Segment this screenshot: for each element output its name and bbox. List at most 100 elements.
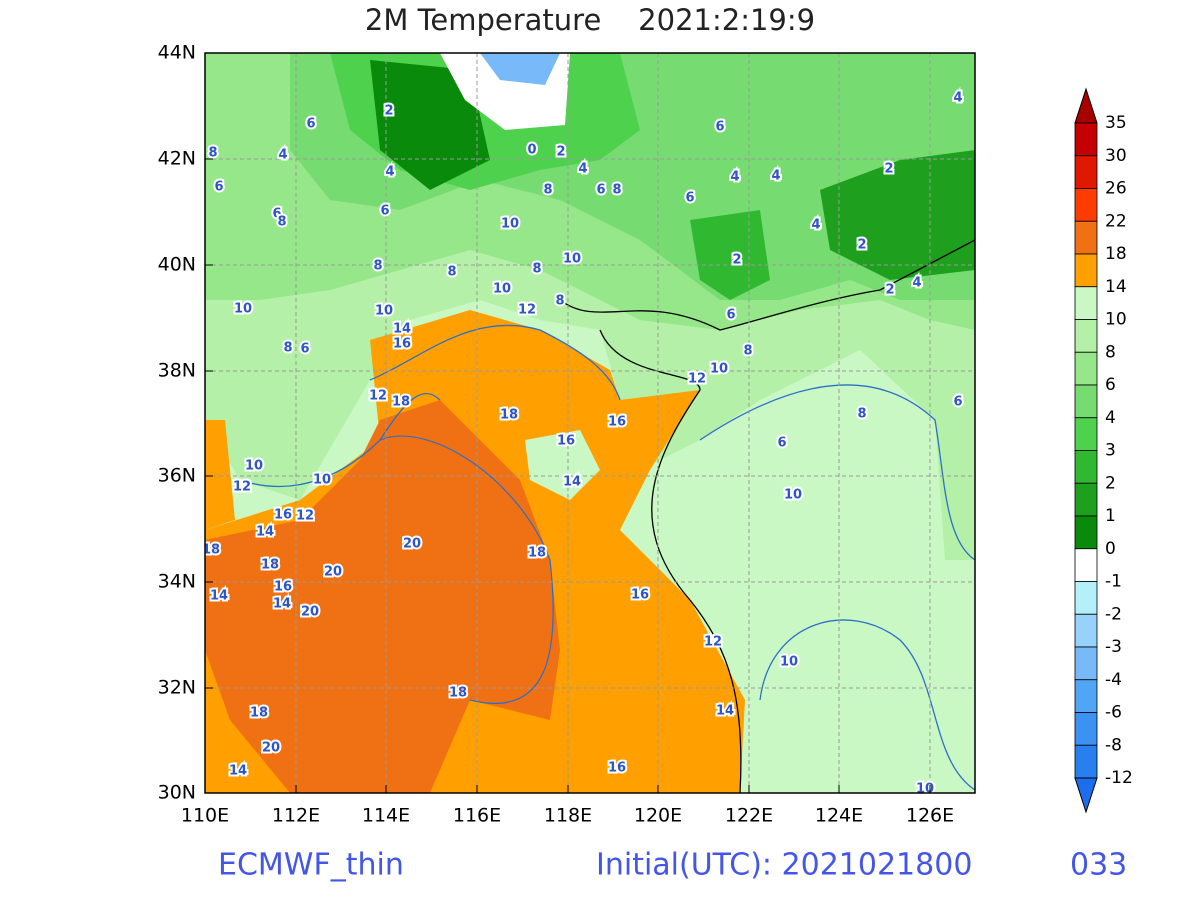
contour-label: 16 <box>557 434 575 449</box>
contour-line <box>759 619 975 791</box>
contour-label: 10 <box>375 304 393 319</box>
y-tick-label: 40N <box>158 254 196 276</box>
contour-label: 6 <box>272 207 281 222</box>
contour-label: 10 <box>710 362 728 377</box>
contour-label: 16 <box>608 415 626 430</box>
contour-label: 10 <box>245 459 263 474</box>
contour-label: 14 <box>273 597 291 612</box>
x-tick-label: 126E <box>906 805 954 827</box>
colorbar-bin <box>1074 712 1098 746</box>
x-tick-label: 122E <box>725 805 773 827</box>
y-tick-label: 32N <box>158 677 196 699</box>
colorbar-bin <box>1074 548 1098 582</box>
colorbar-bin <box>1074 155 1098 189</box>
field-neg-3 <box>480 53 560 85</box>
contour-label: 6 <box>380 204 389 219</box>
coastline <box>559 239 975 331</box>
contour-line <box>239 393 441 488</box>
colorbar-label: 35 <box>1105 113 1127 133</box>
y-tick-label: 44N <box>158 42 196 64</box>
contour-label: 14 <box>393 322 411 337</box>
colorbar-label: 30 <box>1105 146 1127 166</box>
colorbar-label: 8 <box>1105 342 1116 362</box>
contour-label: 6 <box>777 436 786 451</box>
y-tick-label: 38N <box>158 360 196 382</box>
contour-label: 16 <box>631 588 649 603</box>
forecast-hour: 033 <box>1070 848 1127 883</box>
contour-label: 6 <box>306 117 315 132</box>
contour-label: 6 <box>300 342 309 357</box>
contour-label: 14 <box>229 764 247 779</box>
contour-label: 4 <box>278 148 287 163</box>
field-18-22 <box>205 400 560 793</box>
contour-label: 8 <box>447 265 456 280</box>
colorbar-label: 3 <box>1105 441 1116 461</box>
contour-label: 2 <box>384 104 393 119</box>
contour-label: 20 <box>301 605 319 620</box>
contour-line <box>369 324 621 401</box>
field-2-3 <box>690 210 770 300</box>
contour-label: 14 <box>716 704 734 719</box>
contour-label: 4 <box>730 170 739 185</box>
x-tick-label: 112E <box>272 805 320 827</box>
colorbar-bin <box>1074 744 1098 779</box>
contour-label: 8 <box>612 183 621 198</box>
contour-label: 8 <box>543 183 552 198</box>
contour-label: 14 <box>210 589 228 604</box>
colorbar-bin <box>1074 220 1098 255</box>
colorbar-label: 22 <box>1105 211 1127 231</box>
y-tick-label: 42N <box>158 148 196 170</box>
contour-label: 6 <box>726 308 735 323</box>
colorbar-arrow-bottom <box>1074 777 1098 814</box>
colorbar-label: -3 <box>1105 637 1122 657</box>
colorbar-label: -6 <box>1105 703 1122 723</box>
contour-label: 8 <box>208 146 217 161</box>
contour-label: 10 <box>563 252 581 267</box>
contour-label: 12 <box>296 509 314 524</box>
contour-label: 10 <box>501 217 519 232</box>
x-tick-label: 114E <box>362 805 410 827</box>
coastline <box>599 329 742 793</box>
contour-label: 4 <box>912 276 921 291</box>
contour-label: 12 <box>518 303 536 318</box>
contour-label: 4 <box>578 162 587 177</box>
contour-line <box>699 384 975 561</box>
field-1-2 <box>820 150 975 280</box>
axes: 110E 112E 114E 116E 118E 120E 122E 124E 126E 44N 4… <box>158 42 955 827</box>
map-frame <box>204 52 976 794</box>
colorbar-bin <box>1074 417 1098 451</box>
field-patch <box>525 430 600 500</box>
contour-label: 18 <box>528 546 546 561</box>
colorbar-bin <box>1074 188 1098 222</box>
x-tick-label: 118E <box>544 805 592 827</box>
contour-label: 16 <box>608 761 626 776</box>
colorbar-label: -2 <box>1105 604 1122 624</box>
contour-label: 10 <box>784 488 802 503</box>
initial-time: Initial(UTC): 2021021800 <box>596 848 972 883</box>
contour-label: 12 <box>233 480 251 495</box>
contour-label: 6 <box>596 183 605 198</box>
contour-label: 18 <box>202 543 220 558</box>
contour-label: 18 <box>261 558 279 573</box>
colorbar-label: -4 <box>1105 670 1122 690</box>
contour-label: 0 <box>527 143 536 158</box>
contour-label: 2 <box>732 253 741 268</box>
contour-label: 10 <box>313 473 331 488</box>
x-tick-label: 124E <box>815 805 863 827</box>
colorbar-label: 6 <box>1105 375 1116 395</box>
contour-label: 18 <box>392 395 410 410</box>
colorbar-bin <box>1074 450 1098 484</box>
model-name: ECMWF_thin <box>218 848 404 883</box>
contour-label: 16 <box>393 337 411 352</box>
contour-label: 4 <box>771 169 780 184</box>
contour-label: 6 <box>953 395 962 410</box>
contour-label: 10 <box>916 782 934 797</box>
contour-label: 6 <box>685 191 694 206</box>
contour-label: 8 <box>555 294 564 309</box>
colorbar-label: 0 <box>1105 539 1116 559</box>
contour-label: 6 <box>715 120 724 135</box>
